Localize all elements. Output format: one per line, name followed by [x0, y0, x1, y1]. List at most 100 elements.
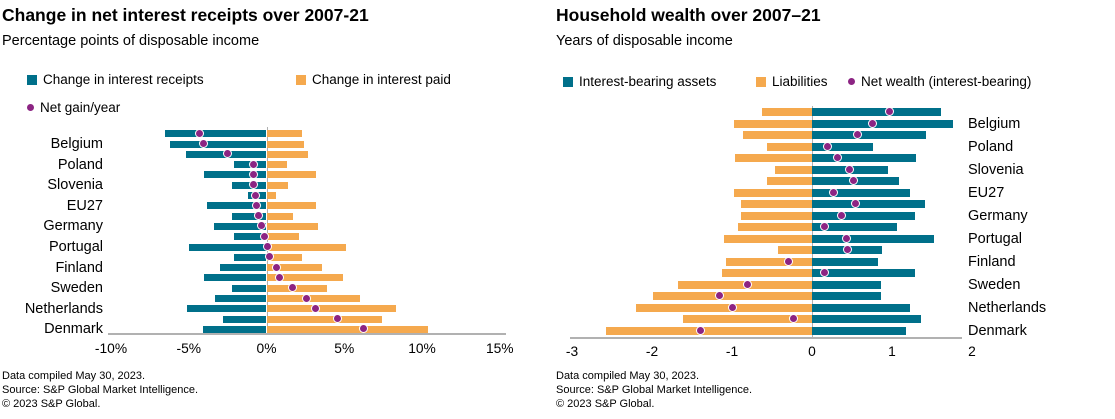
net-gain-dot	[199, 139, 209, 148]
footnote-line: Data compiled May 30, 2023.	[2, 370, 146, 382]
dot-legend-marker-icon	[848, 78, 855, 85]
paid-bar	[266, 253, 303, 261]
x-axis-line	[570, 337, 962, 339]
liabilities-bar	[767, 142, 812, 151]
liabilities-bar	[775, 165, 812, 174]
country-label: Denmark	[968, 322, 1027, 339]
legend-label: Interest-bearing assets	[579, 74, 717, 89]
paid-bar	[266, 315, 382, 323]
net-gain-dot	[264, 252, 274, 262]
legend-item-net-wealth-interest-bearing-: Net wealth (interest-bearing)	[848, 74, 1031, 89]
paid-bar	[266, 274, 343, 282]
country-label: Netherlands	[968, 299, 1047, 316]
assets-bar	[812, 211, 916, 220]
net-wealth-dot	[819, 268, 829, 277]
country-label: Netherlands	[24, 300, 103, 317]
paid-bar	[266, 222, 318, 230]
receipts-bar	[232, 212, 267, 220]
assets-bar	[812, 142, 873, 151]
receipts-bar	[204, 171, 267, 179]
paid-bar	[266, 295, 360, 302]
net-wealth-dot	[727, 302, 737, 312]
liabilities-bar	[740, 211, 812, 220]
receipts-bar	[233, 233, 267, 241]
x-tick-label: -2	[645, 344, 659, 359]
x-axis-line	[108, 333, 506, 335]
assets-bar	[812, 326, 907, 335]
net-wealth-dot	[852, 130, 862, 139]
net-gain-dot	[256, 221, 266, 231]
net-gain-dot	[263, 242, 273, 251]
liabilities-bar	[778, 246, 812, 254]
dot-legend-marker-icon	[27, 104, 34, 111]
assets-bar	[812, 269, 916, 277]
liabilities-bar	[767, 177, 812, 185]
net-wealth-dot	[783, 256, 793, 266]
assets-bar	[812, 119, 953, 128]
x-tick-label: 15%	[485, 341, 514, 356]
receipts-bar	[187, 305, 267, 313]
net-gain-dot	[194, 128, 204, 138]
liabilities-bar	[735, 154, 812, 162]
country-label: Sweden	[968, 276, 1021, 293]
paid-bar	[266, 161, 287, 169]
assets-bar	[812, 234, 935, 243]
square-legend-marker-icon	[563, 76, 573, 87]
receipts-bar	[215, 295, 267, 302]
net-wealth-dot	[851, 199, 860, 208]
footnote-line: © 2023 S&P Global.	[2, 398, 101, 410]
zero-baseline	[266, 127, 268, 333]
country-label: EU27	[66, 197, 103, 214]
liabilities-bar	[733, 188, 812, 197]
assets-bar	[812, 108, 941, 116]
paid-bar	[266, 264, 323, 272]
receipts-bar	[232, 284, 267, 292]
paid-bar	[266, 233, 300, 241]
country-label: Poland	[57, 156, 103, 173]
country-label: Germany	[968, 207, 1028, 224]
paid-bar	[266, 181, 289, 189]
paid-bar	[266, 202, 317, 210]
country-label: Portugal	[48, 239, 103, 255]
receipts-bar	[213, 222, 267, 230]
legend-label: Change in interest receipts	[43, 72, 204, 87]
net-wealth-dot	[715, 291, 724, 300]
paid-bar	[266, 171, 317, 179]
receipts-bar	[170, 140, 267, 148]
legend-label: Change in interest paid	[312, 72, 451, 87]
net-wealth-dot	[833, 153, 843, 162]
right-chart-title: Household wealth over 2007–21	[556, 5, 821, 25]
net-gain-dot	[359, 324, 369, 334]
x-tick-label: 10%	[408, 341, 436, 356]
receipts-bar	[222, 315, 267, 323]
liabilities-bar	[740, 200, 812, 208]
country-label: Portugal	[968, 230, 1023, 247]
country-label: Belgium	[968, 115, 1021, 132]
footnote-line: © 2023 S&P Global.	[556, 398, 655, 410]
paid-bar	[266, 130, 303, 138]
paid-bar	[266, 325, 429, 333]
liabilities-bar	[761, 108, 812, 116]
net-gain-dot	[275, 272, 285, 282]
x-tick-label: -3	[565, 344, 579, 359]
left-chart-subtitle: Percentage points of disposable income	[2, 33, 260, 49]
net-wealth-dot	[885, 107, 895, 116]
legend-item-net-gain-year: Net gain/year	[27, 100, 120, 115]
country-label: Belgium	[50, 136, 103, 152]
liabilities-bar	[636, 303, 812, 312]
paid-bar	[266, 243, 346, 251]
assets-bar	[812, 292, 881, 300]
country-label: EU27	[968, 184, 1005, 201]
paid-bar	[266, 212, 293, 220]
legend-label: Net wealth (interest-bearing)	[861, 74, 1032, 89]
liabilities-bar	[683, 315, 812, 323]
receipts-bar	[207, 202, 267, 210]
net-gain-dot	[301, 293, 311, 303]
x-tick-label: 0%	[256, 341, 277, 356]
zero-baseline	[812, 106, 813, 337]
square-legend-marker-icon	[296, 74, 306, 85]
net-wealth-dot	[837, 210, 847, 220]
receipts-bar	[202, 325, 267, 333]
net-wealth-dot	[695, 325, 705, 335]
